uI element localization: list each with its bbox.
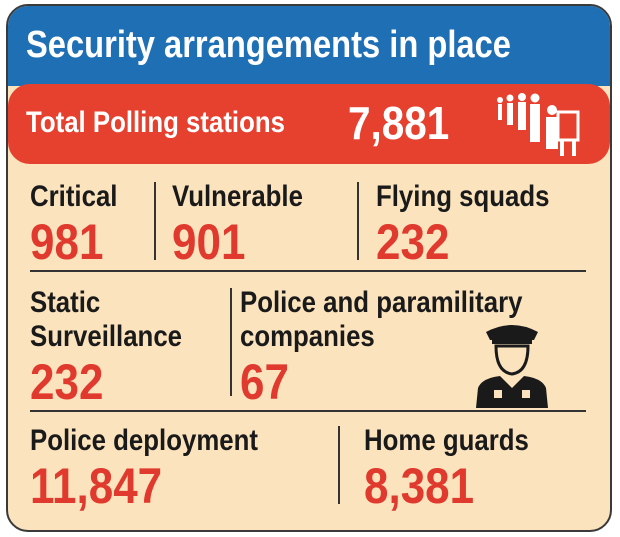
row-value: 11,847: [30, 458, 163, 514]
title: Security arrangements in place: [26, 24, 511, 66]
separator: [30, 410, 586, 412]
row-value: 8,381: [364, 458, 475, 514]
total-label: Total Polling stations: [26, 106, 285, 139]
infographic-card: Security arrangements in place Total Pol…: [6, 4, 612, 532]
divider: [338, 426, 340, 504]
total-banner: Total Polling stations 7,881: [8, 84, 610, 164]
row-label: Home guards: [364, 424, 529, 457]
queue-icon: [497, 93, 580, 156]
row-label: Static Surveillance: [30, 286, 183, 353]
row-value: 67: [240, 354, 289, 410]
row-value: 232: [30, 354, 104, 410]
divider: [357, 182, 359, 260]
row-value: 232: [376, 214, 450, 270]
divider: [230, 288, 232, 396]
row-label: Critical: [30, 180, 118, 213]
row-label: Police and paramilitary companies: [240, 286, 523, 353]
row-value: 981: [30, 214, 104, 270]
separator: [30, 270, 586, 272]
row-value: 901: [172, 214, 246, 270]
divider: [154, 182, 156, 260]
row-label: Police deployment: [30, 424, 258, 457]
row-label: Flying squads: [376, 180, 550, 213]
total-value: 7,881: [348, 97, 450, 149]
header: Security arrangements in place: [8, 6, 610, 86]
row-label: Vulnerable: [172, 180, 303, 213]
police-icon: [476, 325, 548, 408]
